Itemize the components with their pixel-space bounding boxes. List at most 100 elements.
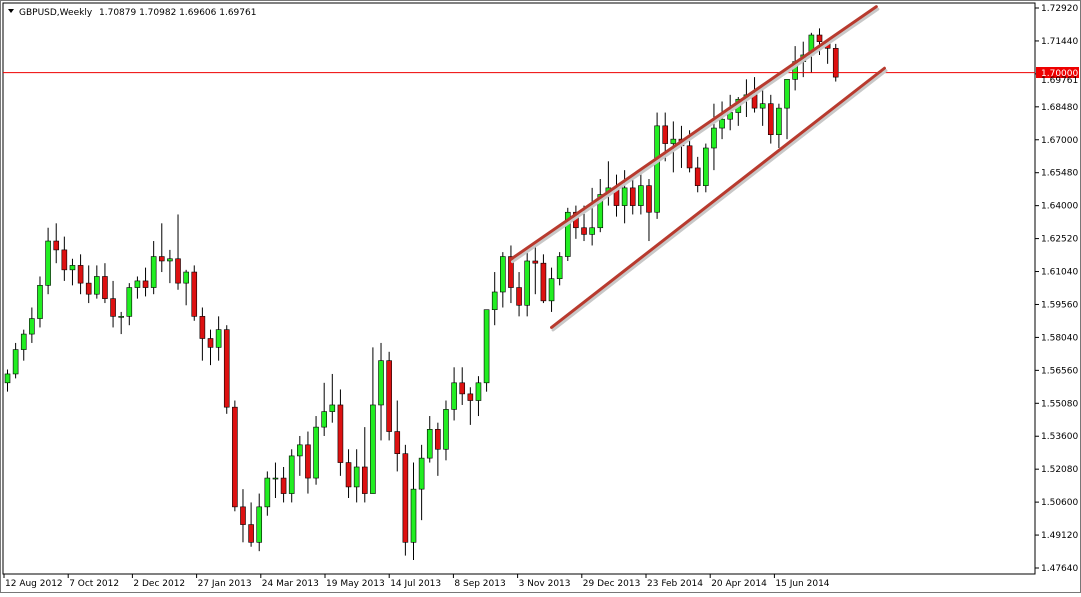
candle-body	[435, 429, 441, 450]
x-tick-label: 2 Dec 2012	[133, 579, 185, 589]
candle	[20, 329, 27, 361]
candle	[158, 223, 165, 273]
candle	[12, 342, 19, 379]
channel-lower-line[interactable]	[550, 66, 886, 329]
candle-body	[345, 462, 352, 488]
y-tick-label: 1.62520	[1041, 235, 1078, 245]
x-tick-label: 15 Jun 2014	[775, 579, 829, 589]
y-tick-label: 1.71440	[1041, 37, 1078, 47]
candle	[134, 276, 141, 299]
candle-body	[353, 466, 360, 488]
candle-body	[110, 298, 116, 317]
candle-body	[69, 265, 76, 271]
price-level-tag	[1036, 67, 1079, 78]
candle-body	[232, 406, 238, 508]
y-tick-label: 1.59560	[1041, 300, 1078, 310]
time-axis: 12 Aug 2012 7 Oct 2012 2 Dec 2012 27 Jan 20…	[3, 574, 830, 589]
candle	[394, 400, 401, 472]
bid-price-box	[1036, 78, 1079, 84]
collapse-arrow-icon[interactable]	[8, 9, 14, 13]
candle	[102, 263, 108, 304]
candle-body	[61, 249, 68, 271]
candle-body	[483, 309, 490, 384]
candle-body	[29, 318, 35, 335]
candle-body	[719, 118, 725, 129]
candle	[280, 466, 287, 503]
candle-body	[337, 404, 344, 463]
y-tick-label: 1.56560	[1041, 366, 1078, 376]
candle-body	[548, 278, 555, 302]
x-tick-label: 3 Nov 2013	[519, 579, 571, 589]
candle-body	[516, 287, 522, 306]
candle-body	[629, 187, 636, 206]
candle-body	[451, 382, 457, 410]
candle-body	[280, 477, 287, 494]
candle	[4, 369, 11, 392]
x-tick-label: 29 Dec 2013	[583, 579, 641, 589]
candle	[94, 265, 100, 299]
candle	[564, 207, 571, 261]
candle-body	[491, 291, 498, 311]
candle-body	[816, 34, 823, 42]
bid-price-label: 1.69761	[1041, 76, 1078, 86]
candle	[508, 245, 514, 304]
candle	[29, 307, 35, 343]
candle-body	[240, 506, 246, 525]
candle-body	[759, 103, 766, 109]
candle	[410, 462, 417, 561]
candle-body	[784, 79, 790, 109]
candle	[759, 90, 766, 126]
symbol-label: GBPUSD,Weekly	[19, 8, 93, 18]
candle	[500, 252, 506, 308]
candle-body	[329, 404, 336, 412]
candle-body	[150, 256, 157, 288]
candle	[361, 427, 368, 503]
candle-body	[183, 271, 189, 284]
candle	[638, 174, 644, 215]
candle	[69, 258, 76, 286]
x-tick-label: 27 Jan 2013	[198, 579, 252, 589]
candle-body	[662, 125, 669, 144]
candle-body	[167, 258, 173, 262]
candle	[313, 416, 319, 485]
y-tick-label: 1.61040	[1041, 268, 1078, 278]
candle	[418, 444, 425, 521]
candle-body	[199, 316, 206, 339]
candle-body	[532, 260, 539, 264]
candle	[483, 309, 490, 392]
candle-body	[418, 457, 425, 490]
candle	[53, 223, 60, 264]
candle	[370, 347, 376, 494]
channel-upper-line[interactable]	[509, 5, 878, 261]
candle	[297, 435, 303, 476]
y-tick-label: 1.64000	[1041, 202, 1078, 212]
candle-body	[467, 393, 474, 401]
candle	[256, 493, 263, 552]
candle-body	[500, 256, 506, 293]
candle-body	[394, 431, 401, 454]
candle	[37, 276, 43, 328]
y-tick-label: 1.52080	[1041, 465, 1078, 475]
candle	[435, 422, 441, 476]
candle-body	[776, 107, 782, 136]
candle	[215, 316, 222, 361]
candle	[199, 307, 206, 361]
candle	[776, 103, 782, 148]
candles-layer	[4, 28, 839, 561]
candle	[597, 179, 604, 233]
y-tick-label: 1.67000	[1041, 136, 1078, 146]
candle	[183, 269, 189, 306]
price-axis: 1.729201.714401.699601.684801.670001.654…	[1035, 4, 1079, 574]
candle	[150, 241, 157, 295]
candle	[629, 179, 636, 215]
x-tick-label: 12 Aug 2012	[5, 579, 63, 589]
candle	[61, 236, 68, 281]
candle-body	[410, 488, 417, 543]
candle	[345, 449, 352, 498]
candle-body	[621, 187, 628, 206]
candle-body	[175, 258, 181, 284]
candle-body	[426, 429, 433, 459]
candle-body	[256, 506, 263, 543]
candle	[646, 179, 652, 242]
